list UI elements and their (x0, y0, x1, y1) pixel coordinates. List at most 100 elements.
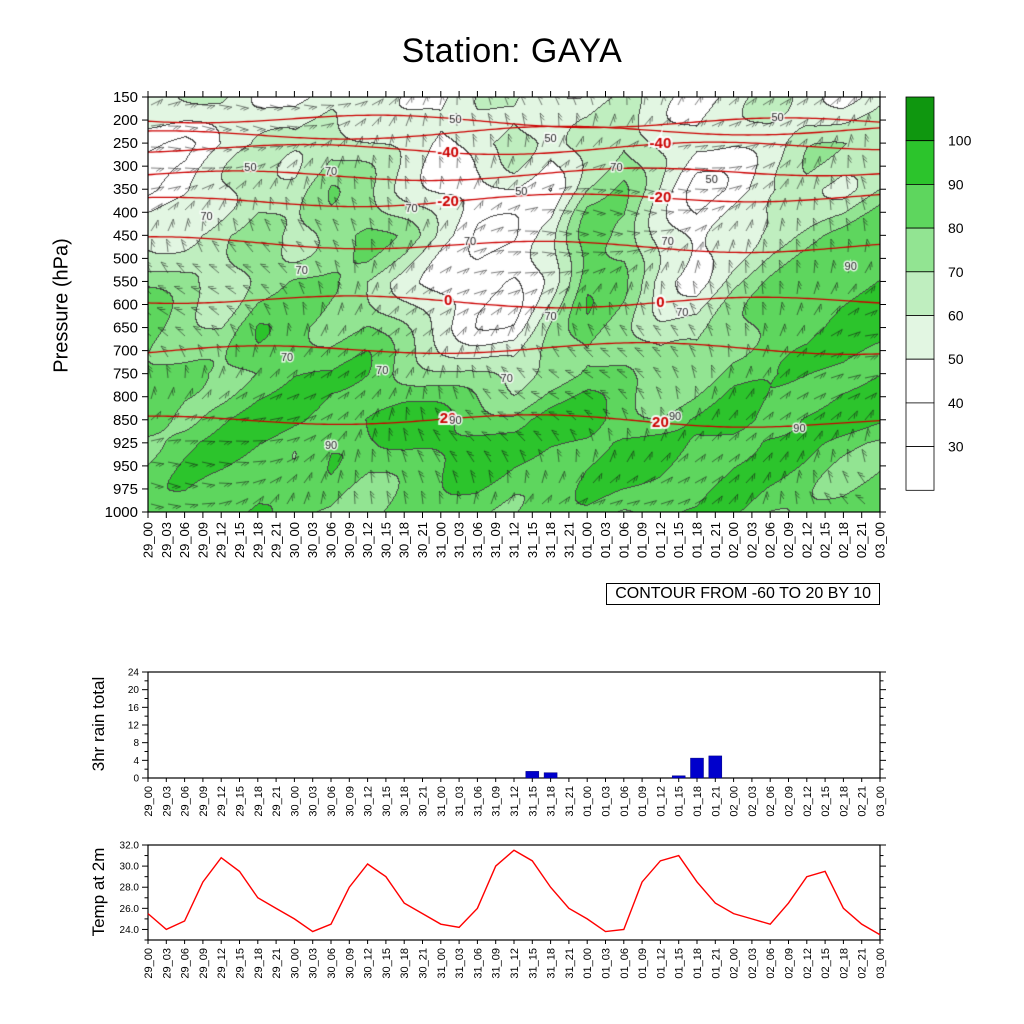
time-tick-label: 29_21 (271, 948, 283, 979)
time-tick-label: 02_00 (726, 522, 741, 558)
time-tick-label: 30_09 (344, 948, 356, 979)
colorbar-label: 90 (948, 176, 964, 192)
time-tick-label: 29_15 (232, 522, 247, 558)
time-tick-label: 31_00 (436, 786, 448, 817)
time-tick-label: 02_12 (802, 948, 814, 979)
colorbar-label: 40 (948, 395, 964, 411)
pressure-tick-label: 400 (113, 204, 138, 221)
rain-bar (543, 772, 558, 779)
rain-ytick-label: 0 (133, 774, 139, 785)
pressure-tick-label: 450 (113, 227, 138, 244)
temp-ytick-label: 24.0 (120, 925, 140, 936)
time-tick-label: 29_15 (235, 948, 247, 979)
time-tick-label: 30_18 (399, 948, 411, 979)
time-tick-label: 29_12 (216, 786, 228, 817)
time-tick-label: 31_15 (527, 948, 539, 979)
time-tick-label: 30_21 (418, 948, 430, 979)
time-tick-label: 29_00 (143, 948, 155, 979)
time-tick-label: 02_18 (838, 948, 850, 979)
time-tick-label: 02_21 (854, 522, 869, 558)
time-tick-label: 03_00 (875, 948, 887, 979)
pressure-tick-label: 950 (113, 458, 138, 475)
time-tick-label: 01_09 (635, 522, 650, 558)
time-tick-label: 31_00 (436, 948, 448, 979)
time-tick-label: 30_03 (305, 522, 320, 558)
colorbar-label: 60 (948, 308, 964, 324)
time-tick-label: 02_00 (729, 786, 741, 817)
time-tick-label: 31_18 (543, 522, 558, 558)
time-tick-label: 29_18 (250, 522, 265, 558)
colorbar-box (905, 315, 935, 360)
time-tick-label: 01_21 (710, 786, 722, 817)
time-tick-label: 01_09 (637, 786, 649, 817)
temp-ytick-label: 32.0 (120, 841, 140, 852)
time-tick-label: 01_21 (708, 522, 723, 558)
time-tick-label: 01_15 (674, 948, 686, 979)
time-tick-label: 30_06 (324, 522, 339, 558)
cross-section-frame (147, 96, 881, 513)
time-tick-label: 31_06 (472, 786, 484, 817)
pressure-tick-label: 800 (113, 389, 138, 406)
time-tick-label: 01_09 (637, 948, 649, 979)
colorbar-box (905, 140, 935, 185)
pressure-tick-label: 150 (113, 89, 138, 106)
pressure-tick-label: 500 (113, 250, 138, 267)
cross-section-canvas (148, 97, 880, 512)
colorbar-label: 50 (948, 351, 964, 367)
time-tick-label: 31_09 (491, 786, 503, 817)
time-tick-label: 31_12 (509, 786, 521, 817)
temp-ytick-label: 28.0 (120, 883, 140, 894)
time-tick-label: 30_06 (326, 786, 338, 817)
time-tick-label: 02_12 (802, 786, 814, 817)
page-title: Station: GAYA (401, 32, 623, 70)
time-tick-label: 29_03 (159, 522, 174, 558)
time-tick-label: 02_09 (784, 948, 796, 979)
time-tick-label: 02_15 (818, 522, 833, 558)
time-tick-label: 01_06 (619, 948, 631, 979)
time-tick-label: 02_09 (784, 786, 796, 817)
rain-frame (147, 671, 881, 779)
time-tick-label: 29_12 (214, 522, 229, 558)
rain-bar (525, 771, 540, 779)
pressure-tick-label: 250 (113, 135, 138, 152)
time-tick-label: 30_12 (360, 522, 375, 558)
time-tick-label: 30_12 (363, 786, 375, 817)
time-tick-label: 02_03 (747, 786, 759, 817)
time-tick-label: 29_06 (180, 786, 192, 817)
time-tick-label: 31_18 (546, 948, 558, 979)
temp-frame (147, 844, 881, 941)
time-tick-label: 01_12 (655, 786, 667, 817)
time-tick-label: 01_18 (692, 786, 704, 817)
time-tick-label: 31_18 (546, 786, 558, 817)
time-tick-label: 01_06 (616, 522, 631, 558)
time-tick-label: 31_15 (525, 522, 540, 558)
colorbar-label: 100 (948, 133, 972, 149)
time-tick-label: 29_06 (180, 948, 192, 979)
rain-ytick-label: 4 (133, 756, 139, 767)
pressure-tick-label: 850 (113, 412, 138, 429)
time-tick-label: 01_00 (582, 786, 594, 817)
time-tick-label: 02_06 (765, 948, 777, 979)
pressure-tick-label: 1000 (105, 504, 138, 521)
time-tick-label: 30_00 (289, 948, 301, 979)
time-tick-label: 01_12 (655, 948, 667, 979)
pressure-tick-label: 350 (113, 181, 138, 198)
time-tick-label: 02_09 (781, 522, 796, 558)
time-tick-label: 01_03 (601, 786, 613, 817)
time-tick-label: 30_15 (381, 786, 393, 817)
rain-bar (708, 755, 723, 779)
time-tick-label: 29_15 (235, 786, 247, 817)
time-tick-label: 01_18 (690, 522, 705, 558)
time-tick-label: 02_06 (763, 522, 778, 558)
time-tick-label: 29_18 (253, 948, 265, 979)
time-tick-label: 29_06 (177, 522, 192, 558)
colorbar-box (905, 271, 935, 316)
temp-ytick-label: 26.0 (120, 904, 140, 915)
time-tick-label: 02_15 (820, 948, 832, 979)
time-tick-label: 30_06 (326, 948, 338, 979)
rain-ytick-label: 12 (128, 721, 140, 732)
pressure-tick-label: 300 (113, 158, 138, 175)
time-tick-label: 30_18 (397, 522, 412, 558)
rain-bar (690, 757, 704, 779)
